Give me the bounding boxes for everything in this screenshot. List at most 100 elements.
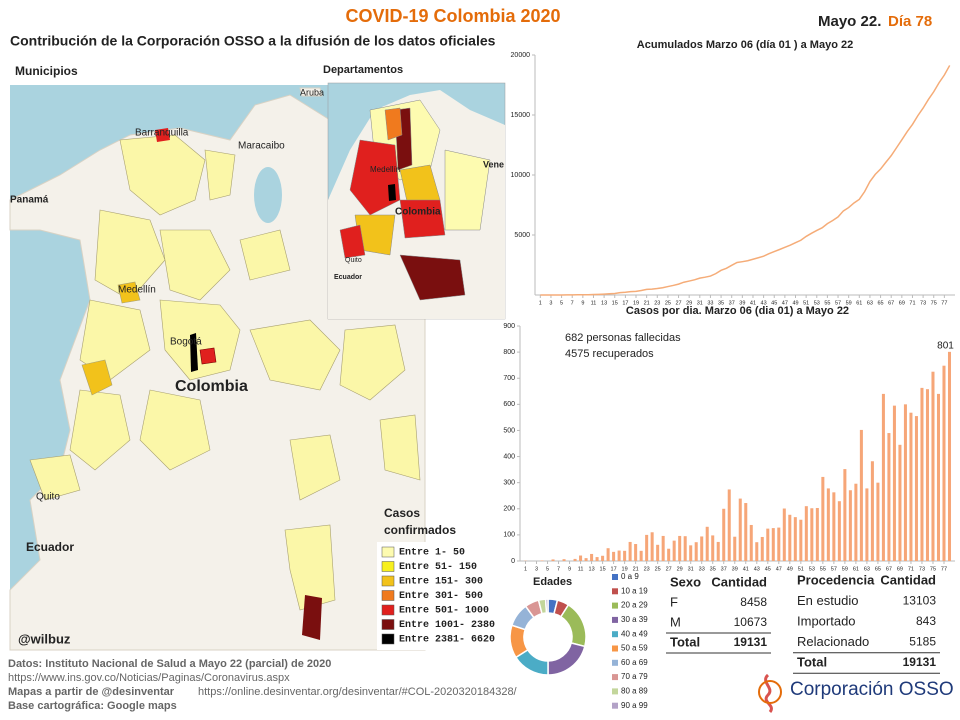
table-header: Procedencia	[797, 572, 875, 587]
bar	[738, 498, 742, 561]
x-tick-label: 17	[611, 566, 617, 572]
legend-title: Casos	[384, 506, 420, 520]
department	[349, 139, 401, 216]
x-tick-label: 51	[798, 566, 804, 572]
bar	[909, 412, 913, 561]
footer-line: https://online.desinventar.org/desinvent…	[198, 686, 518, 698]
x-tick-label: 3	[549, 300, 552, 306]
place-label: Ecuador	[26, 540, 74, 554]
bar	[623, 550, 627, 561]
x-tick-label: 9	[581, 300, 584, 306]
bar	[667, 548, 671, 561]
bar	[650, 532, 654, 561]
x-tick-label: 5	[546, 566, 549, 572]
y-tick-label: 15000	[511, 112, 531, 119]
departamentos-map: Medellín Colombia Quito Ecuador Vene	[327, 82, 506, 320]
logo-ring	[758, 680, 782, 704]
x-tick-label: 25	[655, 566, 661, 572]
legend-swatch	[381, 619, 395, 630]
bar	[705, 526, 709, 561]
line-series	[540, 65, 951, 296]
x-tick-label: 29	[686, 300, 692, 306]
x-tick-label: 21	[633, 566, 639, 572]
x-tick-label: 23	[654, 300, 660, 306]
table-cell: Relacionado	[797, 634, 869, 649]
x-tick-label: 29	[677, 566, 683, 572]
x-tick-label: 45	[771, 300, 777, 306]
bar	[639, 550, 643, 561]
bar	[716, 541, 720, 561]
pie-slice	[547, 642, 586, 676]
place-label: Bogotá	[170, 337, 202, 348]
map-title: Departamentos	[323, 64, 403, 76]
x-tick-label: 53	[814, 300, 820, 306]
pie-slice	[559, 603, 587, 648]
x-tick-label: 1	[539, 300, 542, 306]
bar	[612, 551, 616, 561]
legend-label: 80 a 89	[621, 687, 648, 696]
table-cell: 10673	[734, 615, 768, 629]
y-tick-label: 5000	[514, 232, 530, 239]
bar	[579, 555, 583, 561]
bar	[788, 514, 792, 561]
legend-label: 30 a 39	[621, 615, 648, 624]
x-tick-label: 67	[888, 300, 894, 306]
x-tick-label: 61	[853, 566, 859, 572]
legend-swatch	[612, 674, 618, 681]
x-tick-label: 41	[750, 300, 756, 306]
place-label: Quito	[345, 257, 362, 264]
map-legend: Entre 1- 50 Entre 51- 150 Entre 151- 300 En…	[381, 546, 495, 646]
y-tick-label: 400	[503, 453, 515, 460]
legend-label: 10 a 19	[621, 586, 648, 595]
x-tick-label: 75	[930, 566, 936, 572]
x-tick-label: 21	[644, 300, 650, 306]
bar	[771, 528, 775, 561]
bar	[892, 405, 896, 561]
x-tick-label: 37	[721, 566, 727, 572]
table-cell: 5185	[909, 635, 936, 649]
legend-box	[377, 542, 497, 650]
table-total: 19131	[734, 635, 768, 649]
bar	[711, 535, 715, 561]
legend-label: Entre 1001- 2380	[399, 620, 495, 631]
x-tick-label: 49	[787, 566, 793, 572]
x-tick-label: 61	[856, 300, 862, 306]
value-label: 801	[937, 340, 954, 351]
legend-swatch	[381, 546, 395, 558]
legend-label: Entre 1- 50	[399, 548, 465, 559]
district-barranquilla	[155, 128, 170, 142]
municipalities	[29, 134, 421, 611]
legend-label: 20 a 29	[621, 601, 648, 610]
x-tick-label: 47	[782, 300, 788, 306]
footer-line: https://www.ins.gov.co/Noticias/Paginas/…	[8, 672, 290, 684]
x-tick-label: 23	[644, 566, 650, 572]
bar	[936, 393, 940, 561]
table-cell: Importado	[797, 613, 856, 628]
district-medellin	[117, 281, 141, 304]
legend-swatch	[381, 590, 395, 601]
bar	[727, 489, 731, 561]
legend-swatch	[612, 702, 618, 709]
x-tick-label: 73	[919, 566, 925, 572]
x-tick-label: 7	[557, 566, 560, 572]
x-tick-label: 33	[707, 300, 713, 306]
y-tick-label: 100	[503, 532, 515, 539]
table-cell: En estudio	[797, 593, 858, 608]
x-tick-label: 27	[675, 300, 681, 306]
x-tick-label: 19	[633, 300, 639, 306]
x-tick-label: 1	[524, 566, 527, 572]
x-tick-label: 53	[809, 566, 815, 572]
chart-title: Casos por dia. Marzo 06 (dia 01) a Mayo …	[626, 305, 849, 317]
y-tick-label: 20000	[511, 52, 531, 59]
bar	[815, 507, 819, 561]
x-tick-label: 69	[899, 300, 905, 306]
legend-swatch	[381, 575, 395, 587]
day: Día 78	[888, 13, 932, 30]
bar	[782, 508, 786, 561]
table-header: Cantidad	[880, 572, 936, 587]
x-tick-label: 25	[665, 300, 671, 306]
place-label: Vene	[483, 159, 504, 169]
x-tick-label: 35	[718, 300, 724, 306]
district-bogota-red	[199, 347, 217, 365]
